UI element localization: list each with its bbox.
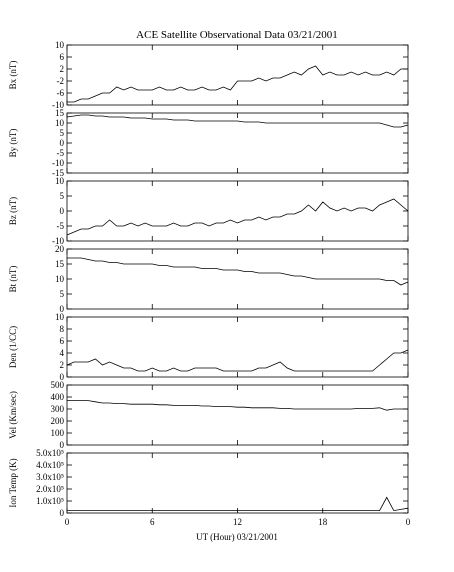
- y-tick-label: 2: [60, 64, 65, 74]
- y-tick-label: 2.0x10⁵: [36, 484, 64, 494]
- y-tick-label: -5: [57, 148, 65, 158]
- panel-frame: [66, 316, 409, 378]
- y-axis-label: By (nT): [8, 129, 18, 158]
- y-tick-label: -2: [57, 76, 65, 86]
- y-tick-label: 100: [51, 428, 65, 438]
- y-axis-label: Bz (nT): [8, 197, 18, 225]
- y-tick-label: 5: [60, 191, 65, 201]
- x-tick-label: 0: [65, 517, 70, 527]
- panel-frame: [66, 112, 409, 174]
- y-tick-label: 0: [60, 304, 65, 314]
- y-tick-label: 300: [51, 404, 65, 414]
- y-tick-label: -10: [52, 158, 64, 168]
- y-tick-label: 4: [60, 348, 65, 358]
- y-axis-label: Ion Temp (K): [8, 458, 18, 507]
- y-tick-label: 200: [51, 416, 65, 426]
- y-tick-label: 4.0x10⁵: [36, 460, 64, 470]
- y-tick-label: 5: [60, 128, 65, 138]
- y-tick-label: 0: [60, 508, 65, 518]
- y-axis-label: Den (1/CC): [8, 326, 18, 368]
- panel-frame: [66, 44, 409, 106]
- x-tick-label: 0: [406, 517, 411, 527]
- y-tick-label: 10: [55, 274, 65, 284]
- y-tick-label: -15: [52, 168, 64, 178]
- data-line: [66, 349, 409, 372]
- y-tick-label: 5: [60, 289, 65, 299]
- y-tick-label: 20: [55, 244, 65, 254]
- data-line: [67, 65, 408, 103]
- y-axis-label: Vel (Km/sec): [8, 391, 18, 439]
- data-line: [66, 198, 409, 236]
- y-tick-label: 6: [60, 52, 65, 62]
- y-axis-label: Bx (nT): [8, 61, 18, 90]
- x-tick-label: 6: [150, 517, 155, 527]
- y-tick-label: -10: [52, 236, 64, 246]
- data-line: [67, 400, 408, 411]
- y-tick-label: 15: [55, 108, 65, 118]
- y-tick-label: 5.0x10⁵: [36, 448, 64, 458]
- y-tick-label: 6: [60, 336, 65, 346]
- y-tick-label: -6: [57, 88, 65, 98]
- y-tick-label: -10: [52, 100, 64, 110]
- y-tick-label: 2: [60, 360, 65, 370]
- y-tick-label: 500: [51, 380, 65, 390]
- y-tick-label: -5: [57, 221, 65, 231]
- data-line: [67, 496, 409, 512]
- y-tick-label: 0: [60, 440, 65, 450]
- y-tick-label: 0: [60, 372, 65, 382]
- panel-frame: [66, 452, 409, 514]
- chart-title: ACE Satellite Observational Data 03/21/2…: [136, 29, 338, 41]
- y-tick-label: 0: [60, 138, 65, 148]
- data-line: [66, 114, 409, 128]
- y-tick-label: 400: [51, 392, 65, 402]
- y-axis-label: Bt (nT): [8, 266, 18, 293]
- y-tick-label: 10: [55, 40, 65, 50]
- y-tick-label: 15: [55, 259, 65, 269]
- y-tick-label: 10: [55, 176, 65, 186]
- y-tick-label: 0: [60, 206, 65, 216]
- y-tick-label: 8: [60, 324, 65, 334]
- y-tick-label: 10: [55, 312, 65, 322]
- x-tick-label: 12: [233, 517, 242, 527]
- data-line: [67, 257, 409, 286]
- y-tick-label: 10: [55, 118, 65, 128]
- x-axis-label: UT (Hour) 03/21/2001: [196, 532, 278, 542]
- y-tick-label: 3.0x10⁵: [36, 472, 64, 482]
- y-tick-label: 1.0x10⁵: [36, 496, 64, 506]
- panel-frame: [66, 384, 409, 446]
- x-tick-label: 18: [318, 517, 328, 527]
- panel-frame: [66, 180, 409, 242]
